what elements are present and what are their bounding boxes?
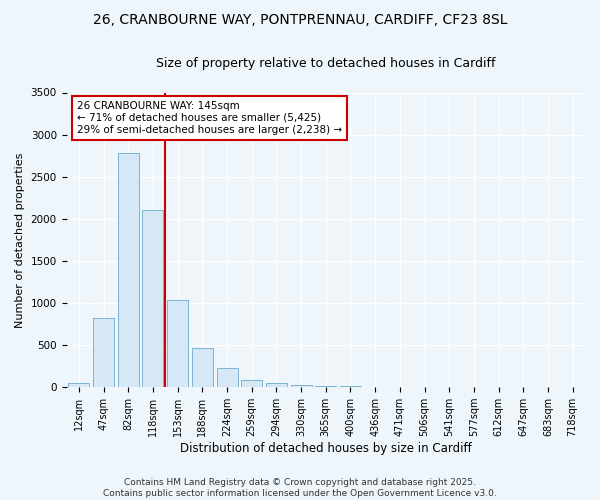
Text: 26, CRANBOURNE WAY, PONTPRENNAU, CARDIFF, CF23 8SL: 26, CRANBOURNE WAY, PONTPRENNAU, CARDIFF… [93, 12, 507, 26]
Y-axis label: Number of detached properties: Number of detached properties [15, 152, 25, 328]
Bar [68, 383, 89, 387]
Bar [142, 210, 163, 387]
Text: 26 CRANBOURNE WAY: 145sqm
← 71% of detached houses are smaller (5,425)
29% of se: 26 CRANBOURNE WAY: 145sqm ← 71% of detac… [77, 102, 342, 134]
Bar [365, 386, 386, 387]
Bar [315, 386, 336, 387]
Bar [340, 386, 361, 387]
Title: Size of property relative to detached houses in Cardiff: Size of property relative to detached ho… [156, 58, 496, 70]
X-axis label: Distribution of detached houses by size in Cardiff: Distribution of detached houses by size … [180, 442, 472, 455]
Bar [167, 300, 188, 387]
Text: Contains HM Land Registry data © Crown copyright and database right 2025.
Contai: Contains HM Land Registry data © Crown c… [103, 478, 497, 498]
Bar [290, 384, 311, 387]
Bar [241, 380, 262, 387]
Bar [192, 348, 213, 387]
Bar [93, 318, 114, 387]
Bar [217, 368, 238, 387]
Bar [266, 382, 287, 387]
Bar [118, 153, 139, 387]
